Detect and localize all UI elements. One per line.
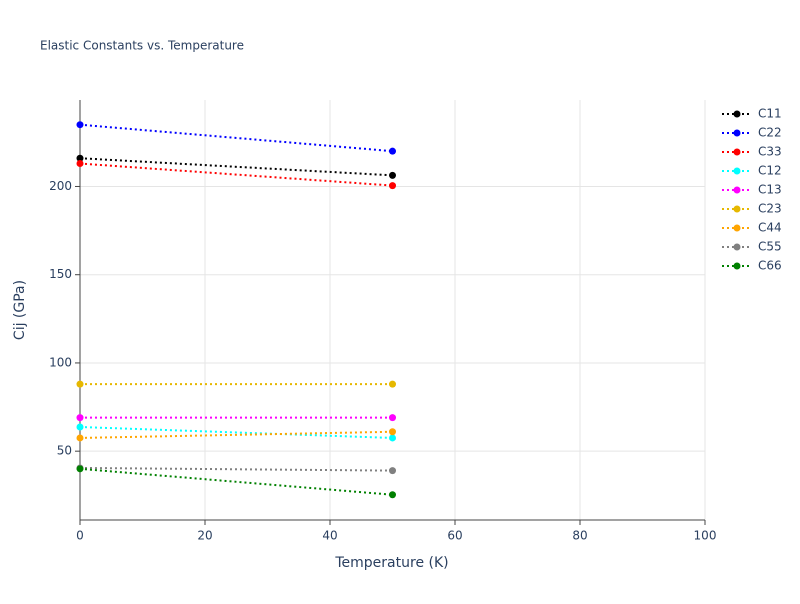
- data-point: [76, 160, 84, 168]
- legend-marker: [733, 243, 741, 251]
- legend-marker: [733, 167, 741, 175]
- series-line: [79, 466, 393, 472]
- y-tick-label: 50: [57, 444, 72, 458]
- legend-marker: [733, 148, 741, 156]
- legend-label: C44: [758, 221, 782, 235]
- data-point: [76, 465, 84, 473]
- data-point: [389, 171, 396, 179]
- legend-label: C33: [758, 145, 782, 159]
- data-point: [76, 121, 84, 129]
- legend-marker: [733, 205, 741, 213]
- data-point: [76, 434, 84, 442]
- legend-marker: [733, 186, 741, 194]
- data-point: [389, 491, 396, 499]
- x-axis-label: Temperature (K): [334, 555, 448, 571]
- x-tick-label: 20: [197, 529, 212, 543]
- x-tick-label: 100: [694, 529, 717, 543]
- x-tick-label: 80: [572, 529, 587, 543]
- x-tick-label: 0: [76, 529, 84, 543]
- legend-label: C13: [758, 183, 782, 197]
- series-line: [79, 467, 393, 496]
- data-point: [76, 414, 84, 422]
- legend-marker: [733, 129, 741, 137]
- legend-label: C22: [758, 126, 782, 140]
- y-tick-label: 100: [49, 355, 72, 369]
- series-line: [79, 426, 393, 439]
- legend-label: C23: [758, 202, 782, 216]
- chart-title: Elastic Constants vs. Temperature: [40, 39, 244, 53]
- x-tick-label: 40: [322, 529, 337, 543]
- series-line: [79, 162, 393, 187]
- data-point: [389, 147, 396, 155]
- legend-label: C11: [758, 107, 782, 121]
- data-point: [389, 467, 396, 475]
- y-axis-label: Cij (GPa): [12, 280, 28, 340]
- legend-label: C55: [758, 240, 782, 254]
- y-tick-label: 200: [49, 179, 72, 193]
- legend-marker: [733, 110, 741, 118]
- series-line: [79, 430, 393, 439]
- data-point: [389, 414, 396, 422]
- legend-label: C12: [758, 164, 782, 178]
- x-tick-label: 60: [447, 529, 462, 543]
- series-line: [79, 123, 393, 153]
- data-point: [76, 380, 84, 388]
- legend-label: C66: [758, 259, 782, 273]
- data-point: [389, 428, 396, 436]
- series-line: [79, 157, 393, 177]
- legend-marker: [733, 262, 741, 270]
- data-point: [389, 434, 396, 442]
- data-point: [76, 154, 84, 162]
- y-tick-label: 150: [49, 267, 72, 281]
- data-point: [389, 380, 396, 388]
- data-point: [389, 182, 396, 190]
- data-point: [76, 423, 84, 431]
- legend-marker: [733, 224, 741, 232]
